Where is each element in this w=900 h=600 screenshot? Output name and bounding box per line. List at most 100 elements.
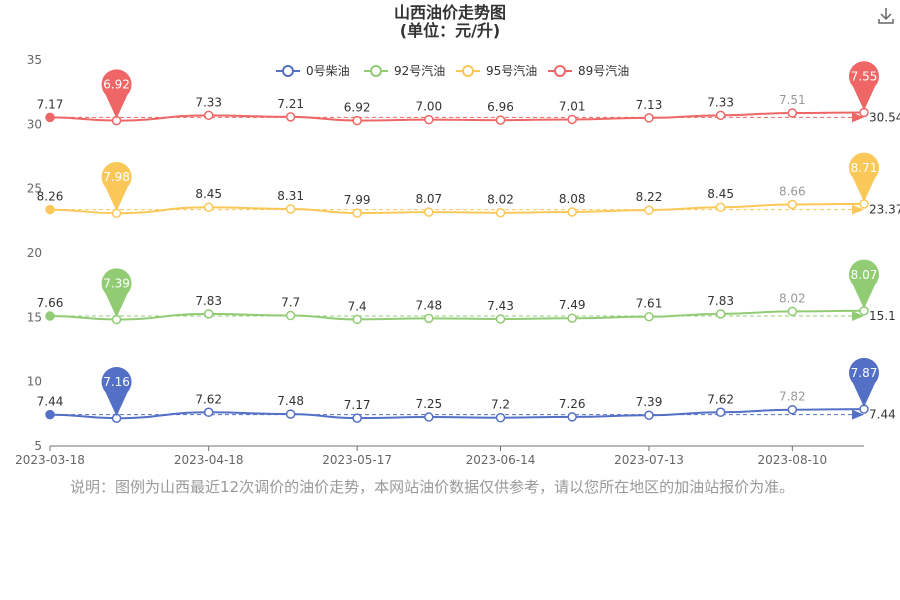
chart-note: 说明：图例为山西最近12次调价的油价走势，本网站油价数据仅供参考，请以您所在地区… (70, 478, 795, 496)
mean-label-3: 30.54 (869, 110, 900, 124)
data-label-3-5: 7.00 (415, 100, 442, 114)
y-tick-label: 30 (27, 117, 42, 131)
data-point-0-10 (787, 404, 798, 415)
data-label-1-8: 7.61 (636, 297, 663, 311)
mean-arrow-1 (852, 311, 864, 322)
data-label-1-7: 7.49 (559, 298, 586, 312)
mean-label-2: 23.37 (869, 203, 900, 217)
data-point-0-9 (715, 407, 726, 418)
data-point-1-3 (285, 310, 296, 321)
data-label-2-0: 8.26 (37, 190, 64, 204)
min-pin-3-shape (101, 69, 132, 119)
min-pin-2: 7.98 (101, 162, 132, 212)
data-label-0-3: 7.48 (277, 394, 304, 408)
data-point-0-4 (352, 413, 362, 423)
y-tick-label: 20 (27, 246, 42, 260)
data-label-0-8: 7.39 (636, 395, 663, 409)
max-pin-1-label: 8.07 (851, 268, 878, 282)
legend-label-3: 89号汽油 (578, 63, 629, 78)
data-label-1-0: 7.66 (37, 296, 64, 310)
data-label-3-4: 6.92 (344, 101, 371, 115)
series-line-2 (49, 202, 865, 215)
data-point-0-2 (203, 407, 214, 418)
data-point-3-0 (45, 112, 55, 123)
mean-arrow-0 (852, 409, 864, 420)
data-point-3-4 (352, 115, 362, 126)
max-pin-0-label: 7.87 (851, 366, 878, 380)
data-point-0-3 (285, 409, 296, 419)
data-label-1-2: 7.83 (195, 294, 222, 308)
legend-marker-0 (282, 65, 294, 77)
min-pin-2-label: 7.98 (103, 170, 130, 184)
data-label-1-3: 7.7 (281, 296, 300, 310)
legend-label-1: 92号汽油 (394, 63, 445, 78)
data-point-3-8 (644, 113, 654, 123)
data-point-2-10 (787, 199, 798, 210)
data-label-3-10: 7.51 (779, 93, 806, 107)
max-pin-2-label: 8.71 (851, 161, 878, 175)
data-point-2-2 (203, 202, 214, 212)
x-tick-label: 2023-06-14 (466, 453, 536, 467)
data-label-1-5: 7.48 (415, 298, 442, 312)
data-label-0-5: 7.25 (415, 397, 442, 411)
y-tick-label: 25 (27, 182, 42, 196)
data-point-2-5 (424, 207, 434, 217)
data-point-0-8 (644, 410, 654, 420)
data-point-2-9 (715, 202, 726, 212)
data-label-1-9: 7.83 (707, 294, 734, 308)
data-label-2-10: 8.66 (779, 184, 806, 198)
data-point-2-0 (45, 204, 55, 215)
data-label-3-3: 7.21 (277, 97, 304, 111)
data-label-1-4: 7.4 (348, 299, 367, 313)
min-pin-3: 6.92 (101, 69, 132, 119)
data-label-0-10: 7.82 (779, 390, 806, 404)
max-pin-0: 7.87 (849, 357, 880, 408)
data-point-1-0 (45, 311, 55, 321)
y-tick-label: 10 (27, 375, 42, 389)
max-pin-2: 8.71 (849, 152, 880, 202)
data-point-0-6 (495, 412, 506, 423)
data-point-1-10 (787, 306, 798, 317)
mean-arrow-2 (852, 204, 864, 215)
max-pin-3-shape (849, 61, 879, 111)
data-point-3-3 (285, 112, 296, 122)
data-point-1-4 (352, 314, 362, 325)
data-point-1-5 (424, 313, 434, 324)
mean-arrow-3 (852, 112, 864, 123)
data-label-1-6: 7.43 (487, 299, 514, 313)
legend-label-2: 95号汽油 (486, 63, 537, 78)
data-label-2-9: 8.45 (707, 187, 734, 201)
data-point-0-7 (567, 412, 577, 422)
data-point-1-9 (715, 309, 726, 319)
min-pin-0-label: 7.16 (103, 375, 130, 389)
chart-title-line2: (单位：元/升) (399, 21, 501, 40)
data-point-1-6 (495, 314, 506, 324)
data-label-2-2: 8.45 (195, 187, 222, 201)
data-label-3-9: 7.33 (707, 95, 734, 109)
y-tick-label: 35 (27, 53, 42, 67)
x-tick-label: 2023-03-18 (15, 453, 85, 467)
chart-title: 山西油价走势图 (单位：元/升) (0, 4, 900, 40)
data-label-0-4: 7.17 (344, 398, 371, 412)
data-point-3-5 (424, 114, 434, 125)
data-point-3-2 (203, 110, 214, 121)
download-icon[interactable] (876, 6, 896, 26)
data-label-2-7: 8.08 (559, 192, 586, 206)
data-label-3-6: 6.96 (487, 100, 514, 114)
min-pin-1-shape (101, 268, 132, 318)
legend-marker-2 (462, 65, 474, 77)
data-point-0-0 (45, 409, 55, 420)
legend-marker-3 (554, 65, 566, 77)
data-label-2-6: 8.02 (487, 193, 514, 207)
max-pin-2-shape (849, 152, 880, 202)
data-label-3-8: 7.13 (636, 98, 663, 112)
data-label-3-2: 7.33 (195, 95, 222, 109)
data-label-3-0: 7.17 (37, 97, 64, 111)
data-label-0-9: 7.62 (707, 392, 734, 406)
min-pin-1-label: 7.39 (103, 277, 130, 291)
data-point-2-3 (285, 204, 296, 214)
data-label-0-7: 7.26 (559, 397, 586, 411)
data-point-2-6 (495, 207, 506, 218)
min-pin-0: 7.16 (101, 367, 132, 417)
min-pin-1: 7.39 (101, 268, 132, 318)
